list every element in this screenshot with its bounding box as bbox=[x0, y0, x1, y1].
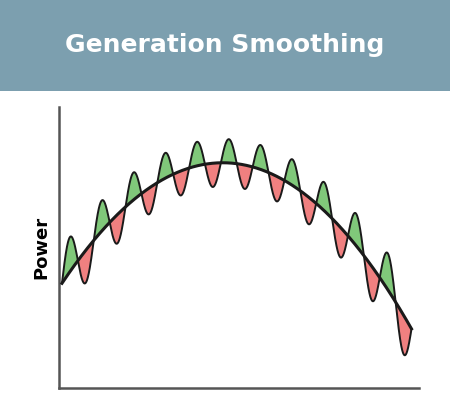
Text: Generation Smoothing: Generation Smoothing bbox=[65, 33, 385, 57]
Y-axis label: Power: Power bbox=[32, 216, 50, 279]
